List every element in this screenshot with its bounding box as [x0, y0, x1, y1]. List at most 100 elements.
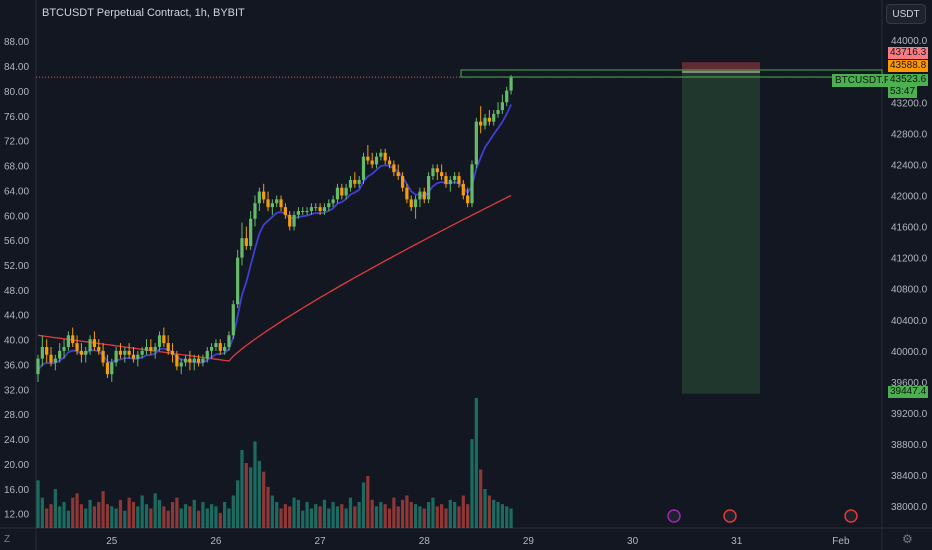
- candle-body: [353, 179, 357, 184]
- volume-bar: [131, 502, 136, 528]
- candle-body: [144, 346, 149, 351]
- candle-body: [457, 176, 461, 184]
- gear-icon[interactable]: ⚙: [902, 532, 913, 546]
- left-tick-label: 24.00: [4, 435, 29, 446]
- volume-bar: [440, 504, 444, 528]
- candle-body: [231, 304, 235, 336]
- candle-body: [461, 183, 465, 196]
- volume-bar: [71, 497, 75, 528]
- volume-bar: [105, 504, 110, 528]
- left-tick-label: 80.00: [4, 87, 29, 98]
- candle-body: [487, 117, 491, 122]
- candle-body: [71, 335, 75, 344]
- candle-body: [444, 176, 448, 184]
- time-tick-label: 27: [315, 536, 327, 547]
- volume-bar: [288, 506, 292, 528]
- time-tick-label: 26: [210, 536, 222, 547]
- candle-body: [413, 199, 418, 208]
- candle-body: [210, 346, 214, 351]
- candle-body: [296, 211, 300, 215]
- volume-bar: [431, 497, 435, 528]
- candle-body: [84, 350, 88, 355]
- volume-bar: [396, 506, 400, 528]
- volume-bar: [114, 508, 118, 528]
- volume-bar: [457, 506, 461, 528]
- candle-body: [149, 346, 153, 351]
- left-tick-label: 72.00: [4, 137, 29, 148]
- position-profit-zone: [682, 72, 760, 394]
- volume-bar: [144, 504, 149, 528]
- candle-body: [110, 362, 114, 375]
- candle-body: [249, 218, 253, 246]
- candle-body: [162, 335, 166, 344]
- volume-bar: [500, 504, 504, 528]
- volume-bar: [123, 510, 127, 528]
- volume-bar: [461, 495, 465, 528]
- volume-bar: [283, 504, 287, 528]
- volume-bar: [136, 506, 140, 528]
- time-tick-label: 29: [523, 536, 535, 547]
- volume-bar: [266, 486, 270, 528]
- volume-bar: [257, 460, 261, 528]
- volume-bar: [110, 506, 114, 528]
- left-tick-label: 84.00: [4, 62, 29, 73]
- volume-bar: [153, 493, 157, 528]
- candle-body: [370, 160, 374, 165]
- candle-body: [75, 343, 79, 351]
- volume-bar: [344, 508, 348, 528]
- volume-bar: [170, 502, 175, 528]
- left-tick-label: 44.00: [4, 311, 29, 322]
- candle-body: [105, 362, 110, 375]
- left-tick-label: 32.00: [4, 385, 29, 396]
- flag-event-icon: [844, 509, 858, 523]
- range-highlight-box: [460, 69, 883, 78]
- candle-body: [114, 350, 118, 363]
- currency-button[interactable]: USDT: [886, 4, 926, 24]
- volume-bar: [318, 506, 322, 528]
- candle-body: [244, 238, 248, 246]
- candle-body: [62, 346, 66, 351]
- right-tick-label: 41600.0: [891, 223, 928, 234]
- volume-bar: [444, 508, 448, 528]
- volume-bar: [140, 495, 144, 528]
- volume-bar: [374, 506, 379, 528]
- candle-body: [483, 117, 487, 126]
- candle-body: [214, 343, 218, 347]
- volume-bar: [348, 497, 353, 528]
- left-tick-label: 36.00: [4, 360, 29, 371]
- candle-body: [470, 164, 474, 204]
- time-tick-label: 31: [731, 536, 743, 547]
- candle-body: [309, 207, 314, 212]
- volume-bar: [357, 502, 361, 528]
- candle-body: [435, 168, 439, 173]
- candle-body: [496, 110, 500, 114]
- volume-bar: [292, 497, 296, 528]
- right-tick-label: 43200.0: [891, 98, 928, 109]
- slow-ma-line: [37, 194, 512, 362]
- volume-bar: [392, 497, 396, 528]
- candle-body: [257, 191, 261, 204]
- volume-bar: [479, 469, 483, 528]
- candle-body: [340, 187, 344, 196]
- volume-bar: [400, 499, 405, 528]
- volume-bar: [101, 491, 105, 528]
- candle-body: [196, 358, 201, 363]
- volume-bar: [379, 502, 383, 528]
- volume-bar: [88, 499, 92, 528]
- volume-bar: [240, 450, 244, 528]
- candle-body: [387, 160, 392, 165]
- candle-body: [45, 346, 49, 355]
- candle-body: [123, 350, 127, 355]
- volume-bar: [244, 463, 248, 528]
- candle-body: [223, 346, 227, 351]
- time-tick-label: 28: [419, 536, 431, 547]
- candle-body: [440, 172, 444, 177]
- volume-bar: [470, 439, 474, 528]
- volume-bar: [505, 506, 509, 528]
- right-tick-label: 44000.0: [891, 36, 928, 47]
- left-tick-label: 88.00: [4, 37, 29, 48]
- volume-bar: [366, 476, 370, 528]
- candle-body: [305, 211, 309, 213]
- volume-bar: [58, 506, 62, 528]
